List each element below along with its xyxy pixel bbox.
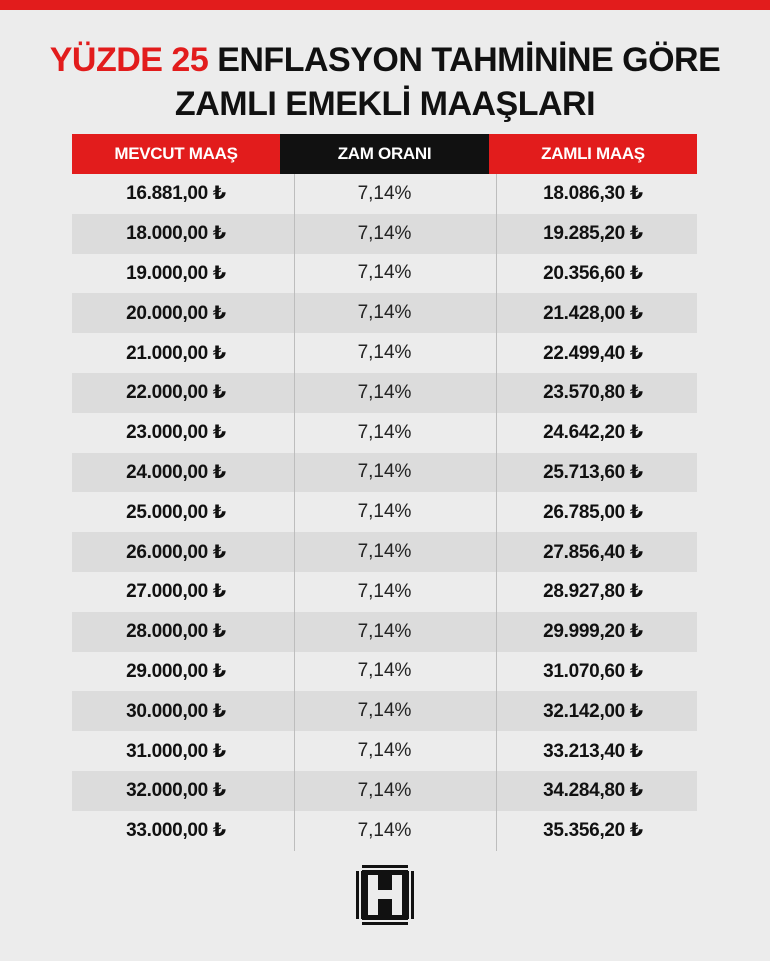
raised-salary-cell: 19.285,20 ₺ [543,223,643,245]
raised-salary-cell: 28.927,80 ₺ [543,581,643,603]
current-salary-cell: 23.000,00 ₺ [126,422,226,444]
current-salary-cell: 18.000,00 ₺ [126,223,226,245]
current-salary-cell: 22.000,00 ₺ [126,382,226,404]
table-row: 28.000,00 ₺ 7,14% 29.999,20 ₺ [72,611,697,652]
current-salary-cell: 29.000,00 ₺ [126,660,226,682]
raised-salary-cell: 34.284,80 ₺ [543,780,643,802]
raise-rate-cell: 7,14% [357,501,412,523]
current-salary-cell: 24.000,00 ₺ [126,461,226,483]
raise-rate-cell: 7,14% [357,580,412,602]
table-row: 21.000,00 ₺ 7,14% 22.499,40 ₺ [72,333,697,373]
title-line-2: ZAMLI EMEKLİ MAAŞLARI [174,85,596,123]
raise-rate-cell: 7,14% [357,541,412,563]
header-raised-salary: ZAMLI MAAŞ [489,134,697,174]
raised-salary-cell: 32.142,00 ₺ [543,700,643,722]
raise-rate-cell: 7,14% [357,461,412,483]
raised-salary-cell: 20.356,60 ₺ [543,262,643,284]
raise-rate-cell: 7,14% [357,262,412,284]
raise-rate-cell: 7,14% [357,342,412,364]
raised-salary-cell: 24.642,20 ₺ [543,422,643,444]
raised-salary-cell: 31.070,60 ₺ [543,660,643,682]
current-salary-cell: 25.000,00 ₺ [126,501,226,523]
top-accent-bar [0,0,770,10]
table-row: 32.000,00 ₺ 7,14% 34.284,80 ₺ [72,770,697,811]
raise-rate-cell: 7,14% [357,740,412,762]
current-salary-cell: 27.000,00 ₺ [126,581,226,603]
table-row: 16.881,00 ₺ 7,14% 18.086,30 ₺ [72,174,697,214]
raised-salary-cell: 23.570,80 ₺ [543,382,643,404]
raise-rate-cell: 7,14% [357,421,412,443]
current-salary-cell: 20.000,00 ₺ [126,302,226,324]
raised-salary-cell: 18.086,30 ₺ [543,183,643,205]
page-title: YÜZDE 25 ENFLASYON TAHMİNİNE GÖRE ZAMLI … [0,38,770,126]
table-row: 27.000,00 ₺ 7,14% 28.927,80 ₺ [72,572,697,612]
table-row: 33.000,00 ₺ 7,14% 35.356,20 ₺ [72,811,697,851]
raised-salary-cell: 22.499,40 ₺ [543,342,643,364]
salary-table: MEVCUT MAAŞ ZAM ORANI ZAMLI MAAŞ 16.881,… [72,134,697,851]
current-salary-cell: 19.000,00 ₺ [126,262,226,284]
raised-salary-cell: 26.785,00 ₺ [543,501,643,523]
raised-salary-cell: 29.999,20 ₺ [543,621,643,643]
table-row: 19.000,00 ₺ 7,14% 20.356,60 ₺ [72,254,697,294]
raise-rate-cell: 7,14% [357,302,412,324]
column-divider [496,174,497,851]
title-accent: YÜZDE 25 [49,41,209,79]
header-raise-rate: ZAM ORANI [280,134,489,174]
raise-rate-cell: 7,14% [357,620,412,642]
current-salary-cell: 21.000,00 ₺ [126,342,226,364]
title-rest: ENFLASYON TAHMİNİNE GÖRE [208,41,721,79]
header-current-salary: MEVCUT MAAŞ [72,134,280,174]
table-row: 24.000,00 ₺ 7,14% 25.713,60 ₺ [72,452,697,493]
raise-rate-cell: 7,14% [357,819,412,841]
raise-rate-cell: 7,14% [357,660,412,682]
current-salary-cell: 28.000,00 ₺ [126,621,226,643]
table-body: 16.881,00 ₺ 7,14% 18.086,30 ₺ 18.000,00 ₺ 7,… [72,174,697,851]
raise-rate-cell: 7,14% [357,700,412,722]
current-salary-cell: 30.000,00 ₺ [126,700,226,722]
h-logo-icon [356,865,414,925]
current-salary-cell: 31.000,00 ₺ [126,740,226,762]
raised-salary-cell: 35.356,20 ₺ [543,820,643,842]
current-salary-cell: 32.000,00 ₺ [126,780,226,802]
raised-salary-cell: 25.713,60 ₺ [543,461,643,483]
table-row: 25.000,00 ₺ 7,14% 26.785,00 ₺ [72,492,697,532]
table-row: 18.000,00 ₺ 7,14% 19.285,20 ₺ [72,213,697,254]
table-row: 20.000,00 ₺ 7,14% 21.428,00 ₺ [72,293,697,334]
table-row: 26.000,00 ₺ 7,14% 27.856,40 ₺ [72,532,697,572]
table-row: 30.000,00 ₺ 7,14% 32.142,00 ₺ [72,691,697,732]
title-line-1: YÜZDE 25 ENFLASYON TAHMİNİNE GÖRE [0,38,770,82]
current-salary-cell: 33.000,00 ₺ [126,820,226,842]
current-salary-cell: 26.000,00 ₺ [126,541,226,563]
table-header-row: MEVCUT MAAŞ ZAM ORANI ZAMLI MAAŞ [72,134,697,174]
raise-rate-cell: 7,14% [357,779,412,801]
raise-rate-cell: 7,14% [357,182,412,204]
raised-salary-cell: 27.856,40 ₺ [543,541,643,563]
table-row: 31.000,00 ₺ 7,14% 33.213,40 ₺ [72,731,697,771]
table-row: 22.000,00 ₺ 7,14% 23.570,80 ₺ [72,372,697,413]
table-row: 29.000,00 ₺ 7,14% 31.070,60 ₺ [72,652,697,692]
raise-rate-cell: 7,14% [357,381,412,403]
current-salary-cell: 16.881,00 ₺ [126,183,226,205]
raised-salary-cell: 33.213,40 ₺ [543,740,643,762]
column-divider [294,174,295,851]
table-row: 23.000,00 ₺ 7,14% 24.642,20 ₺ [72,413,697,453]
raised-salary-cell: 21.428,00 ₺ [543,302,643,324]
raise-rate-cell: 7,14% [357,222,412,244]
